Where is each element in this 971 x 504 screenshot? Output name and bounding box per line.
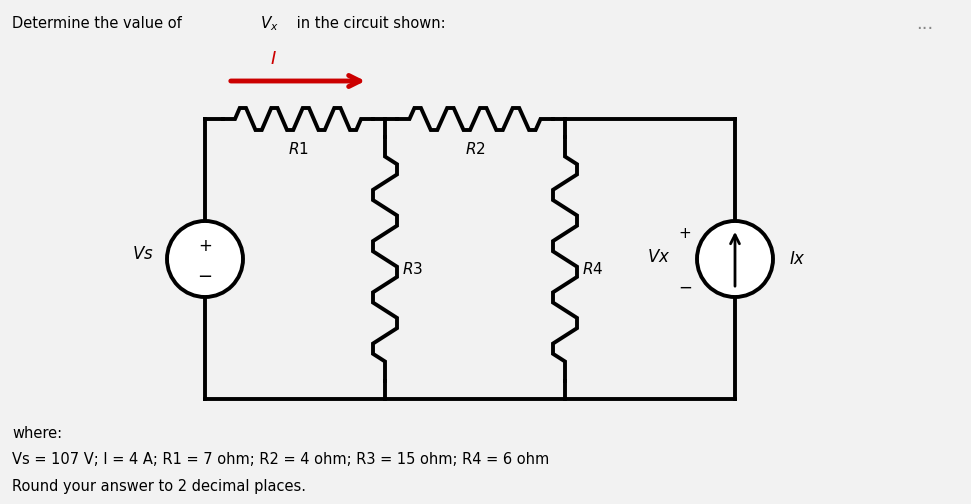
Text: $Vs$: $Vs$ — [132, 245, 153, 263]
Text: +: + — [679, 226, 691, 241]
Text: $R2$: $R2$ — [465, 141, 486, 157]
Text: $Vx$: $Vx$ — [647, 248, 670, 266]
Text: $-$: $-$ — [197, 266, 213, 284]
Text: $R4$: $R4$ — [583, 261, 604, 277]
Circle shape — [697, 221, 773, 297]
Text: $Ix$: $Ix$ — [788, 250, 805, 268]
Text: $I$: $I$ — [270, 50, 277, 68]
Text: Vs = 107 V; I = 4 A; R1 = 7 ohm; R2 = 4 ohm; R3 = 15 ohm; R4 = 6 ohm: Vs = 107 V; I = 4 A; R1 = 7 ohm; R2 = 4 … — [12, 452, 550, 467]
Text: $-$: $-$ — [678, 278, 692, 296]
Text: ...: ... — [917, 15, 934, 33]
Text: in the circuit shown:: in the circuit shown: — [292, 17, 446, 31]
Text: $R3$: $R3$ — [402, 261, 423, 277]
Text: $R1$: $R1$ — [287, 141, 309, 157]
Text: +: + — [198, 237, 212, 255]
Circle shape — [167, 221, 243, 297]
Text: where:: where: — [12, 426, 62, 442]
Text: Round your answer to 2 decimal places.: Round your answer to 2 decimal places. — [12, 478, 306, 493]
Text: Determine the value of: Determine the value of — [12, 17, 186, 31]
Text: $\mathbf{\mathit{V}}_\mathbf{\mathit{x}}$: $\mathbf{\mathit{V}}_\mathbf{\mathit{x}}… — [260, 15, 279, 33]
